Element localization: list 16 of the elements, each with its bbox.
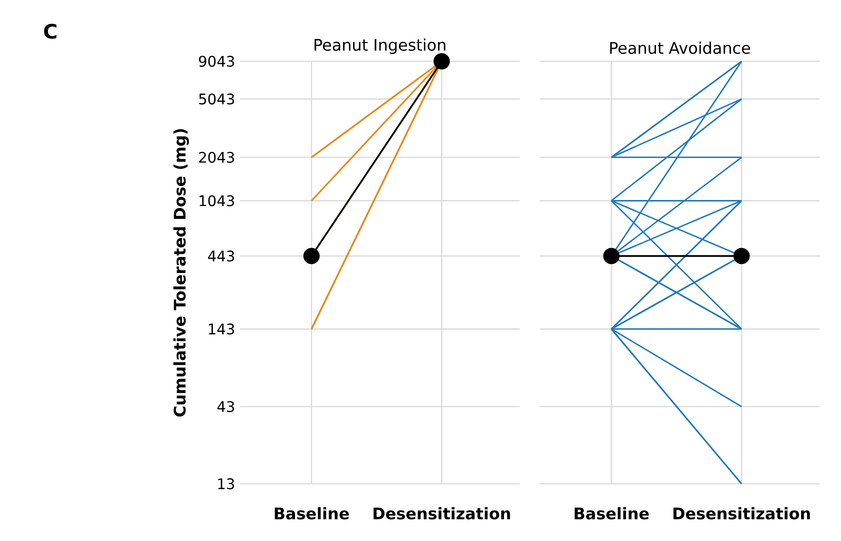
- y-tick-label: 9043: [198, 56, 234, 67]
- chart-title: Peanut Avoidance: [610, 42, 750, 54]
- y-tick-label: 43: [217, 401, 234, 412]
- y-axis-title: Cumulative Tolerated Dose (mg): [173, 129, 189, 416]
- y-tick-label: 5043: [199, 93, 234, 104]
- chart-title: Peanut Ingestion: [314, 38, 446, 54]
- y-tick-label: 1043: [200, 195, 234, 206]
- x-tick-label: Desensitization: [673, 507, 810, 520]
- y-tick-label: 2043: [199, 152, 234, 163]
- y-tick-label: 13: [218, 478, 234, 490]
- x-tick-label: Desensitization: [374, 507, 510, 520]
- text: C: [44, 24, 56, 39]
- x-tick-label: Baseline: [274, 507, 349, 520]
- y-tick-label: 443: [208, 250, 234, 262]
- x-tick-label: Baseline: [574, 507, 649, 520]
- y-tick-label: 143: [208, 323, 234, 334]
